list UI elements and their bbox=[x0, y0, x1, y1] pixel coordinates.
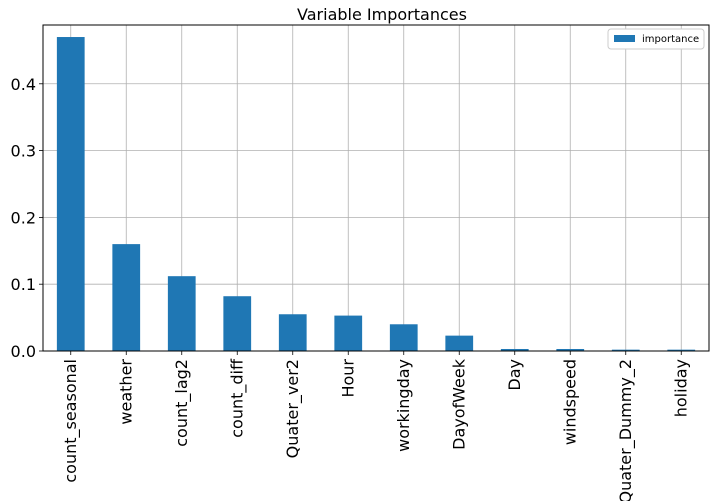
bar-weather bbox=[112, 244, 141, 351]
grid bbox=[43, 25, 709, 352]
bar-holiday bbox=[667, 349, 696, 351]
x-tick-label: count_lag2 bbox=[172, 359, 192, 447]
bars bbox=[56, 37, 696, 351]
x-tick-label: Day bbox=[505, 359, 524, 391]
bar-workingday bbox=[389, 324, 418, 351]
y-tick-label: 0.4 bbox=[11, 75, 36, 94]
y-axis: 0.0 0.1 0.2 0.3 0.4 bbox=[11, 75, 43, 361]
x-tick-label: Quater_ver2 bbox=[283, 359, 303, 458]
bar-Quater_ver2 bbox=[278, 314, 307, 351]
x-tick-label: count_diff bbox=[227, 358, 247, 438]
x-tick-label: count_seasonal bbox=[61, 359, 81, 483]
bar-windspeed bbox=[556, 348, 585, 351]
y-tick-label: 0.3 bbox=[11, 142, 36, 161]
legend-swatch-importance bbox=[614, 35, 635, 42]
bar-Hour bbox=[334, 315, 363, 351]
x-tick-label: workingday bbox=[394, 359, 413, 452]
y-tick-label: 0.2 bbox=[11, 208, 36, 227]
legend: importance bbox=[607, 28, 705, 50]
x-tick-label: weather bbox=[116, 359, 135, 425]
bar-count_seasonal bbox=[56, 37, 85, 351]
x-tick-label: holiday bbox=[671, 359, 690, 417]
bar-Quater_Dummy_2 bbox=[611, 349, 640, 351]
x-tick-label: windspeed bbox=[560, 359, 579, 445]
legend-frame bbox=[607, 28, 705, 50]
x-tick-label: DayofWeek bbox=[449, 358, 468, 450]
y-tick-label: 0.1 bbox=[11, 275, 36, 294]
bar-DayofWeek bbox=[445, 335, 474, 351]
x-tick-label: Hour bbox=[338, 359, 357, 398]
x-tick-label: Quater_Dummy_2 bbox=[616, 359, 636, 501]
plot-frame bbox=[42, 24, 710, 352]
bar-count_lag2 bbox=[167, 276, 196, 351]
bar-Day bbox=[500, 348, 529, 351]
bar-count_diff bbox=[223, 296, 252, 351]
y-tick-label: 0.0 bbox=[11, 342, 36, 361]
chart-title: Variable Importances bbox=[297, 5, 467, 24]
legend-label-importance: importance bbox=[642, 34, 699, 45]
x-axis: count_seasonal weather count_lag2 count_dif… bbox=[61, 351, 690, 501]
